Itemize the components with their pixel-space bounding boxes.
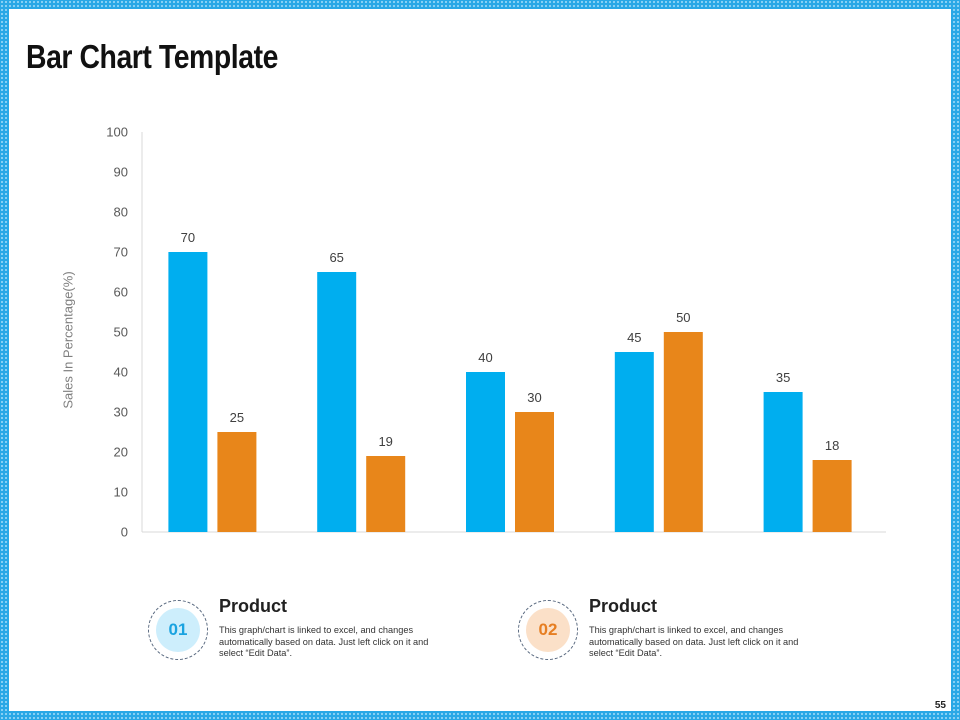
data-label: 45 <box>627 330 641 345</box>
badge-ring <box>518 600 578 660</box>
card-description: This graph/chart is linked to excel, and… <box>219 625 429 658</box>
y-tick-label: 70 <box>114 245 128 260</box>
y-tick-label: 0 <box>121 525 128 540</box>
y-tick-label: 100 <box>106 125 128 140</box>
page-number: 55 <box>934 700 946 711</box>
data-label: 50 <box>676 310 690 325</box>
y-tick-label: 80 <box>114 205 128 220</box>
y-tick-label: 30 <box>114 405 128 420</box>
y-tick-label: 60 <box>114 285 128 300</box>
product-card-2: 02 Product This graph/chart is linked to… <box>518 590 818 670</box>
data-label: 70 <box>181 230 195 245</box>
number-badge: 02 <box>526 608 570 652</box>
data-label: 65 <box>329 250 343 265</box>
page-title: Bar Chart Template <box>26 38 278 75</box>
y-tick-label: 50 <box>114 325 128 340</box>
bar-series-2 <box>515 412 554 532</box>
number-badge: 01 <box>156 608 200 652</box>
data-label: 35 <box>776 370 790 385</box>
product-card-1: 01 Product This graph/chart is linked to… <box>148 590 448 670</box>
bar-series-2 <box>366 456 406 532</box>
data-label: 30 <box>527 390 541 405</box>
card-description: This graph/chart is linked to excel, and… <box>589 625 799 658</box>
bar-series-1 <box>763 392 803 532</box>
y-tick-label: 40 <box>114 365 128 380</box>
bar-series-1 <box>317 272 357 532</box>
bar-series-1 <box>614 352 654 532</box>
bar-series-2 <box>812 460 852 532</box>
card-title: Product <box>589 596 658 616</box>
bar-series-2 <box>663 332 703 532</box>
y-tick-label: 20 <box>114 445 128 460</box>
bar-series-2 <box>217 432 257 532</box>
card-title: Product <box>219 596 288 616</box>
data-label: 25 <box>230 410 244 425</box>
bar-series-1 <box>168 252 208 532</box>
slide <box>9 9 951 711</box>
data-label: 18 <box>825 438 839 453</box>
data-label: 40 <box>478 350 492 365</box>
y-axis-label-wrap: Sales In Percentage(%) <box>56 240 96 440</box>
y-tick-label: 10 <box>114 485 128 500</box>
data-label: 19 <box>378 434 392 449</box>
badge-ring <box>148 600 208 660</box>
bar-series-1 <box>466 372 505 532</box>
y-axis-label: Sales In Percentage(%) <box>60 271 76 409</box>
y-tick-label: 90 <box>114 165 128 180</box>
